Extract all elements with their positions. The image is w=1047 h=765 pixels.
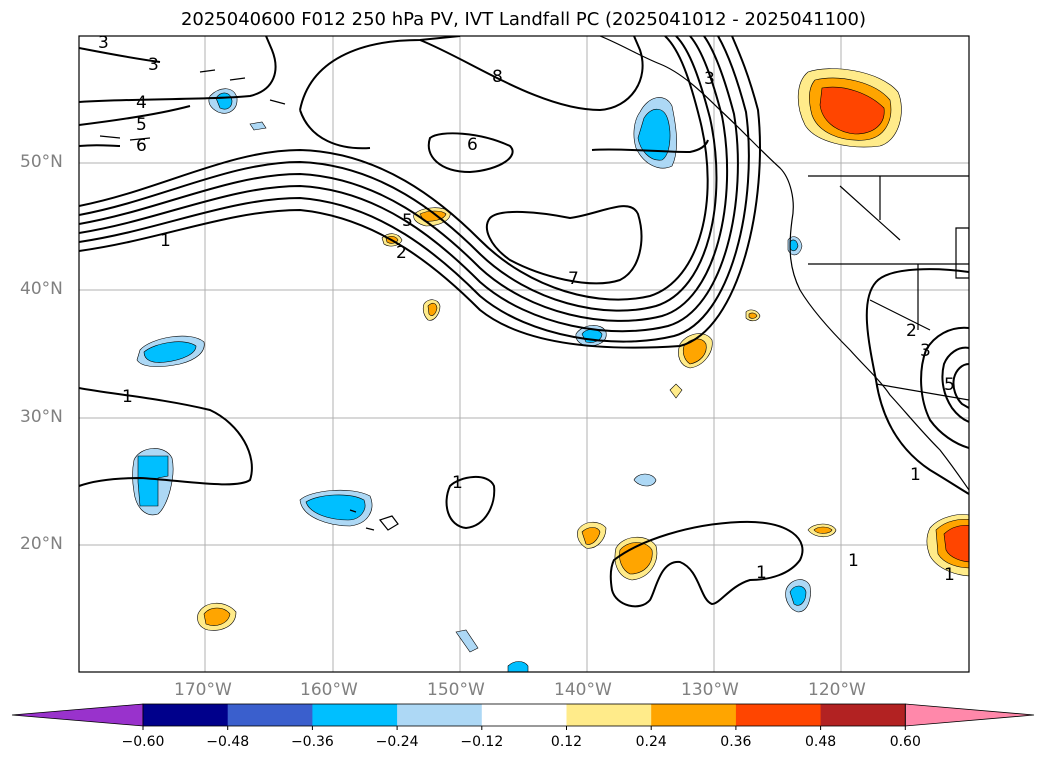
colorbar-segment	[820, 704, 906, 726]
colorbar-extend-low	[11, 703, 144, 727]
colorbar-segment	[143, 704, 229, 726]
colorbar-segment	[481, 704, 567, 726]
colorbar-tick-label: 0.24	[635, 734, 667, 750]
gridlines	[79, 36, 969, 672]
contour-label: 6	[136, 136, 147, 156]
colorbar-segment	[566, 704, 652, 726]
colorbar	[11, 703, 1035, 730]
colorbar-tick-label: −0.48	[206, 734, 250, 750]
colorbar-tick-label: 0.60	[889, 734, 921, 750]
contour-label: 5	[944, 375, 955, 395]
contour-label: 7	[568, 269, 579, 289]
colorbar-tick-label: 0.36	[720, 734, 752, 750]
lon-label: 120°W	[808, 680, 866, 700]
contour-label: 1	[122, 387, 133, 407]
map-title: 2025040600 F012 250 hPa PV, IVT Landfall…	[180, 9, 867, 30]
colorbar-segment	[227, 704, 313, 726]
lon-label: 130°W	[681, 680, 739, 700]
colorbar-tick-label: −0.36	[290, 734, 334, 750]
colorbar-extend-high	[904, 703, 1035, 727]
colorbar-tick-label: 0.12	[550, 734, 583, 750]
map-plot-area	[79, 36, 969, 672]
contour-label: 3	[98, 33, 109, 53]
lon-label: 150°W	[427, 680, 485, 700]
colorbar-segment	[312, 704, 398, 726]
contour-label: 1	[756, 563, 767, 583]
colorbar-tick-label: −0.24	[375, 734, 419, 750]
contour-label: 8	[492, 67, 503, 87]
contour-label: 1	[160, 231, 171, 251]
contour-label: 4	[136, 93, 147, 113]
lat-label: 20°N	[20, 534, 63, 554]
pv-shading	[132, 68, 969, 672]
contour-label: 1	[910, 465, 921, 485]
colorbar-tick-label: −0.12	[460, 734, 504, 750]
contour-label: 1	[848, 551, 859, 571]
lat-label: 30°N	[20, 407, 63, 427]
contour-label: 5	[402, 211, 413, 231]
contour-label: 5	[136, 115, 147, 135]
lon-label: 160°W	[300, 680, 358, 700]
lat-label: 40°N	[20, 279, 63, 299]
contour-label: 2	[906, 321, 917, 341]
contour-label: 2	[396, 243, 407, 263]
colorbar-tick-label: −0.60	[121, 734, 165, 750]
plot-border	[78, 35, 970, 673]
colorbar-border	[142, 703, 906, 727]
contour-label: 3	[148, 55, 159, 75]
contour-label: 6	[467, 135, 478, 155]
lon-label: 140°W	[554, 680, 612, 700]
colorbar-segment	[397, 704, 483, 726]
contour-label: 3	[704, 69, 715, 89]
colorbar-tick-label: 0.48	[805, 734, 837, 750]
contour-label-group: 3 3 4 5 6 8 6 5 1 2 7 1 1 1 1 2 3 5 1 1 …	[98, 33, 955, 585]
coastlines	[99, 36, 969, 531]
colorbar-segment	[735, 704, 822, 726]
pv-contours	[79, 36, 969, 608]
lon-label: 170°W	[174, 680, 232, 700]
contour-label: 1	[944, 565, 955, 585]
contour-label: 3	[920, 341, 931, 361]
colorbar-segment	[651, 704, 737, 726]
lat-label: 50°N	[20, 152, 63, 172]
contour-label: 1	[452, 473, 463, 493]
